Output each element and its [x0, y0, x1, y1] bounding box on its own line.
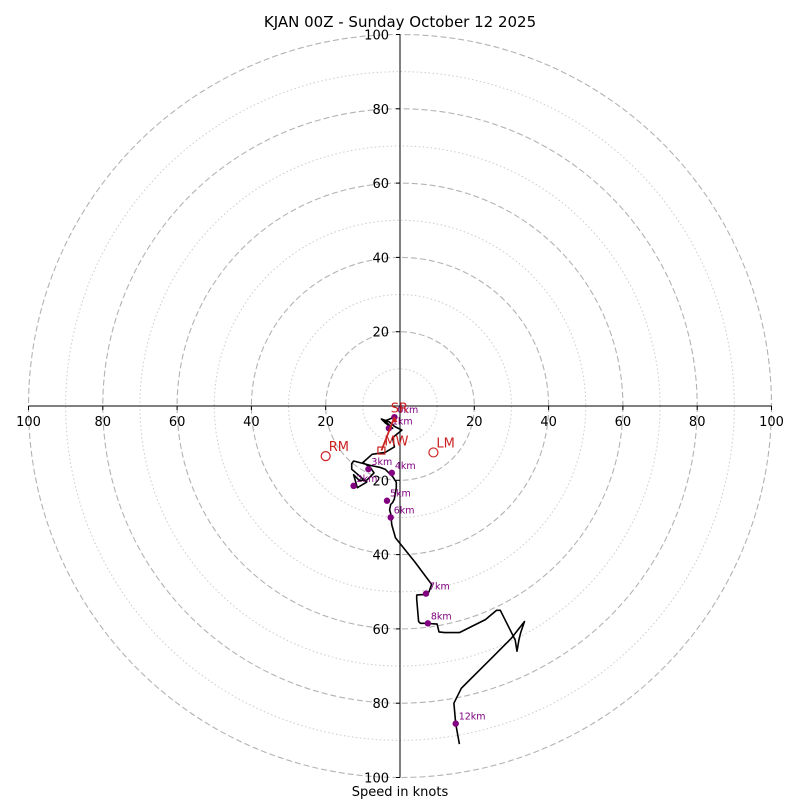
- hodograph-trace-layer: [350, 416, 526, 745]
- storm-relative-label: SR: [391, 402, 408, 417]
- mean-wind-marker: [377, 446, 386, 455]
- km-marker-label: 2km: [357, 474, 378, 485]
- y-tick-label: 80: [372, 697, 389, 712]
- y-tick-label: 40: [372, 549, 389, 564]
- km-marker-label: 6km: [394, 505, 415, 516]
- km-marker: [452, 720, 459, 727]
- y-tick-label: 100: [364, 772, 389, 787]
- km-marker-label: 4km: [395, 461, 416, 472]
- km-marker: [383, 497, 391, 504]
- axes: [28, 34, 772, 778]
- km-marker-label: 3km: [371, 457, 392, 468]
- y-tick-label: 60: [372, 623, 389, 638]
- shear-vector-arrowhead: [391, 416, 398, 423]
- x-tick-label: 60: [169, 415, 186, 430]
- y-tick-label: 100: [364, 29, 389, 44]
- chart-title: KJAN 00Z - Sunday October 12 2025: [264, 13, 536, 31]
- x-tick-label: 20: [317, 415, 334, 430]
- storm-motion-layer: RM LM MW SR: [320, 402, 455, 462]
- storm-motion-marker: [320, 451, 331, 462]
- y-tick-label: 20: [372, 474, 389, 489]
- km-marker: [365, 465, 372, 473]
- y-tick-label: 40: [372, 251, 389, 266]
- km-marker: [350, 482, 357, 490]
- km-marker-label: 1km: [392, 416, 413, 427]
- y-tick-label: 20: [372, 326, 389, 341]
- storm-motion-label: MW: [384, 435, 408, 450]
- x-axis-label: Speed in knots: [352, 785, 449, 800]
- storm-motion-marker: [428, 447, 439, 458]
- km-marker-label: 12km: [459, 712, 486, 723]
- km-marker: [424, 620, 432, 627]
- x-tick-label: 20: [466, 415, 483, 430]
- x-tick-label: 40: [540, 415, 557, 430]
- km-marker-label: 7km: [429, 582, 450, 593]
- km-marker-label: 8km: [431, 611, 452, 622]
- km-marker: [387, 514, 394, 521]
- hodograph-trace: [350, 416, 526, 745]
- x-tick-label: 100: [16, 415, 41, 430]
- km-marker-label: 5km: [390, 489, 411, 500]
- km-marker-label: 0km: [397, 405, 418, 416]
- x-tick-label: 60: [615, 415, 632, 430]
- storm-motion-label: RM: [329, 440, 349, 455]
- storm-motion-label: LM: [436, 436, 454, 451]
- km-marker: [422, 590, 430, 597]
- shear-vector: [380, 416, 396, 451]
- x-tick-label: 40: [243, 415, 260, 430]
- y-tick-label: 80: [372, 103, 389, 118]
- x-tick-label: 100: [759, 415, 784, 430]
- km-marker: [388, 469, 396, 477]
- x-tick-label: 80: [689, 415, 706, 430]
- y-tick-label: 60: [372, 177, 389, 192]
- axis-tick-labels: 100 80 60 40 20 20 40 60 80 100 100 80 60 40 20 20 40 60 8…: [16, 29, 784, 787]
- x-tick-label: 80: [95, 415, 112, 430]
